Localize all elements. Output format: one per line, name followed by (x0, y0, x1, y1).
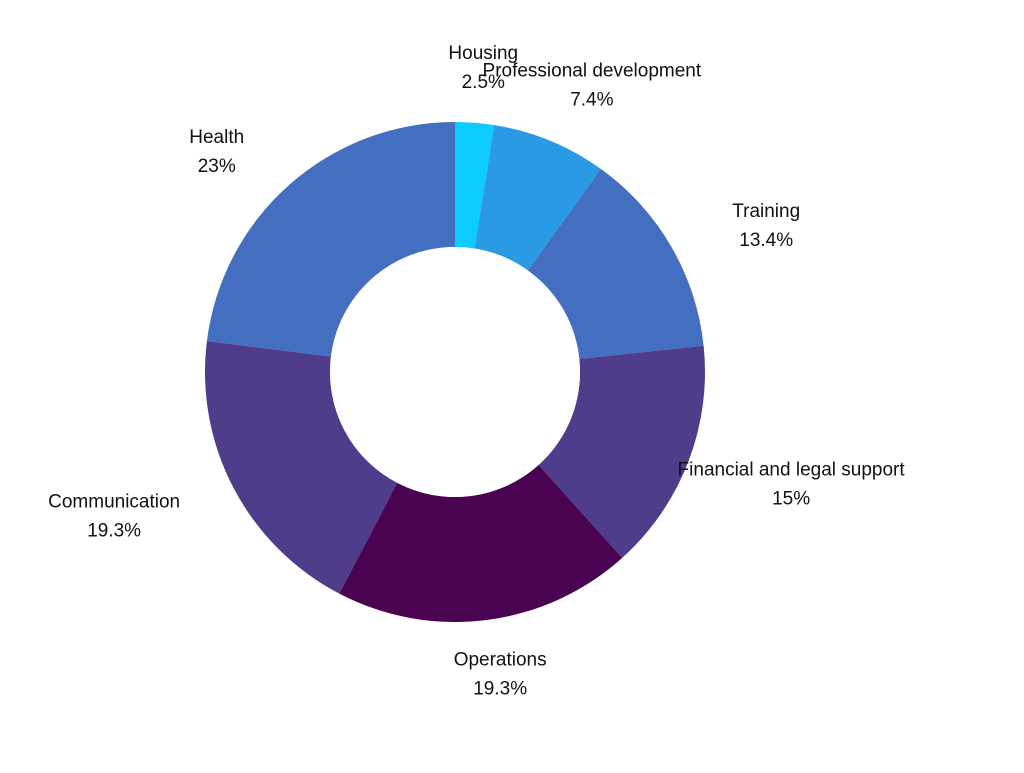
value-label: 7.4% (570, 90, 613, 111)
label-training: Training 13.4% (732, 201, 800, 251)
label-health: Health 23% (189, 127, 244, 177)
category-label: Health (189, 127, 244, 148)
category-label: Communication (48, 491, 180, 512)
label-professional-development: Professional development 7.4% (483, 61, 702, 111)
value-label: 23% (198, 156, 236, 177)
slices-group (204, 122, 706, 623)
donut-hole (330, 247, 580, 497)
slice-financial-and-legal-support (538, 345, 706, 558)
slice-health (206, 122, 455, 357)
value-label: 13.4% (739, 230, 793, 251)
category-label: Housing (448, 43, 518, 64)
category-label: Operations (454, 650, 547, 671)
slice-operations (339, 464, 623, 623)
slice-housing (455, 122, 495, 249)
labels-group: Housing 2.5%Professional development 7.4% T… (48, 43, 905, 700)
value-label: 19.3% (473, 679, 527, 700)
value-label: 19.3% (87, 520, 141, 541)
category-label: Professional development (483, 61, 702, 82)
label-communication: Communication 19.3% (48, 491, 180, 541)
label-operations: Operations 19.3% (454, 650, 547, 700)
category-label: Financial and legal support (678, 459, 906, 480)
label-financial-and-legal-support: Financial and legal support 15% (678, 459, 906, 509)
label-housing: Housing 2.5% (448, 43, 518, 93)
slice-training (527, 168, 704, 359)
category-label: Training (732, 201, 800, 222)
value-label: 2.5% (462, 72, 505, 93)
slice-communication (204, 341, 398, 594)
slice-professional-development (474, 125, 601, 271)
value-label: 15% (772, 488, 810, 509)
